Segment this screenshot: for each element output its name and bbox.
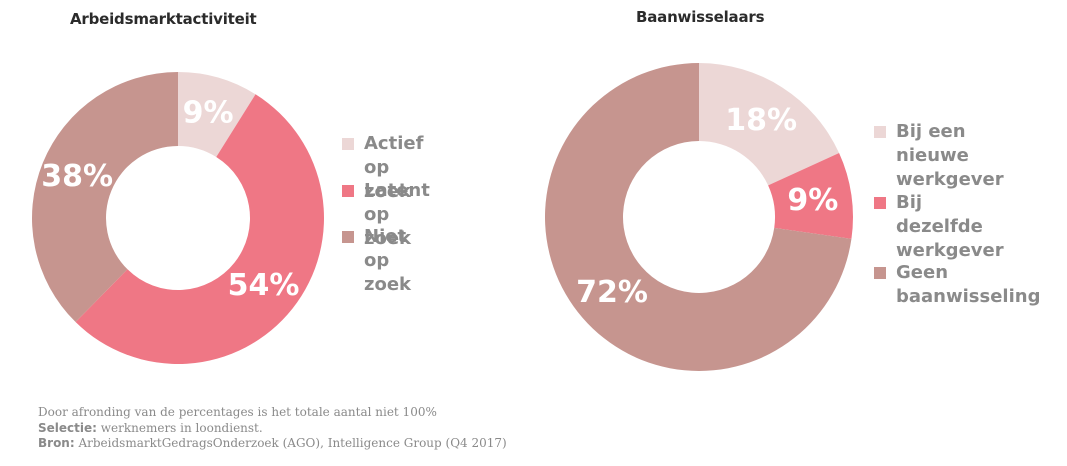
legend-swatch: [342, 231, 354, 243]
donut-slice: [768, 153, 853, 239]
donut-slice: [178, 72, 256, 157]
legend-swatch: [342, 138, 354, 150]
footnote-bron-text: ArbeidsmarktGedragsOnderzoek (AGO), Inte…: [74, 436, 507, 450]
legend-swatch: [874, 126, 886, 138]
legend-swatch: [874, 267, 886, 279]
donut-slice: [31, 72, 179, 323]
donut-slice: [699, 63, 840, 186]
legend-item: Bij een nieuwe werkgever: [874, 120, 1004, 192]
legend-item: Actief op zoek: [342, 132, 423, 204]
legend-label: Niet op zoek: [364, 226, 412, 295]
legend-swatch: [874, 197, 886, 209]
legend-label: Actief op zoek: [364, 133, 424, 202]
legend-label: Bij een nieuwe werkgever: [896, 121, 1004, 190]
legend-item: Niet op zoek: [342, 225, 411, 297]
legend-item: Geen baanwisseling: [874, 261, 1040, 309]
footnote-selectie: Selectie: werknemers in loondienst.: [38, 421, 507, 437]
slice-label: 18%: [725, 103, 797, 138]
legend-swatch: [342, 185, 354, 197]
footnote-rounding: Door afronding van de percentages is het…: [38, 405, 437, 419]
footnote-selectie-text: werknemers in loondienst.: [96, 420, 263, 435]
slice-label: 54%: [228, 268, 300, 303]
slice-label: 9%: [787, 183, 838, 218]
donut-chart-baanwisselaars: 18% 9% 72%: [545, 63, 853, 371]
legend-item: Bij dezelfde werkgever: [874, 191, 1004, 263]
legend-item: Latent op zoek: [342, 179, 430, 251]
donut-slice: [545, 63, 852, 371]
donut-slice: [75, 94, 324, 364]
slice-label: 9%: [183, 96, 234, 131]
footnote-selectie-label: Selectie:: [38, 420, 97, 435]
slice-label: 72%: [576, 275, 648, 310]
legend-label: Latent op zoek: [364, 180, 430, 249]
footnote-bron-label: Bron:: [38, 436, 75, 450]
legend-label: Bij dezelfde werkgever: [896, 192, 1004, 261]
legend-label: Geen baanwisseling: [896, 262, 1041, 307]
donut-chart-arbeidsmarktactiviteit: 9% 54% 38%: [31, 72, 324, 364]
chart-title-baanwisselaars: Baanwisselaars: [636, 8, 765, 26]
slice-label: 38%: [41, 159, 113, 194]
footnote-bron: Bron: ArbeidsmarktGedragsOnderzoek (AGO)…: [38, 436, 507, 452]
footnote: Door afronding van de percentages is het…: [38, 405, 507, 452]
chart-title-arbeidsmarktactiviteit: Arbeidsmarktactiviteit: [70, 10, 257, 28]
